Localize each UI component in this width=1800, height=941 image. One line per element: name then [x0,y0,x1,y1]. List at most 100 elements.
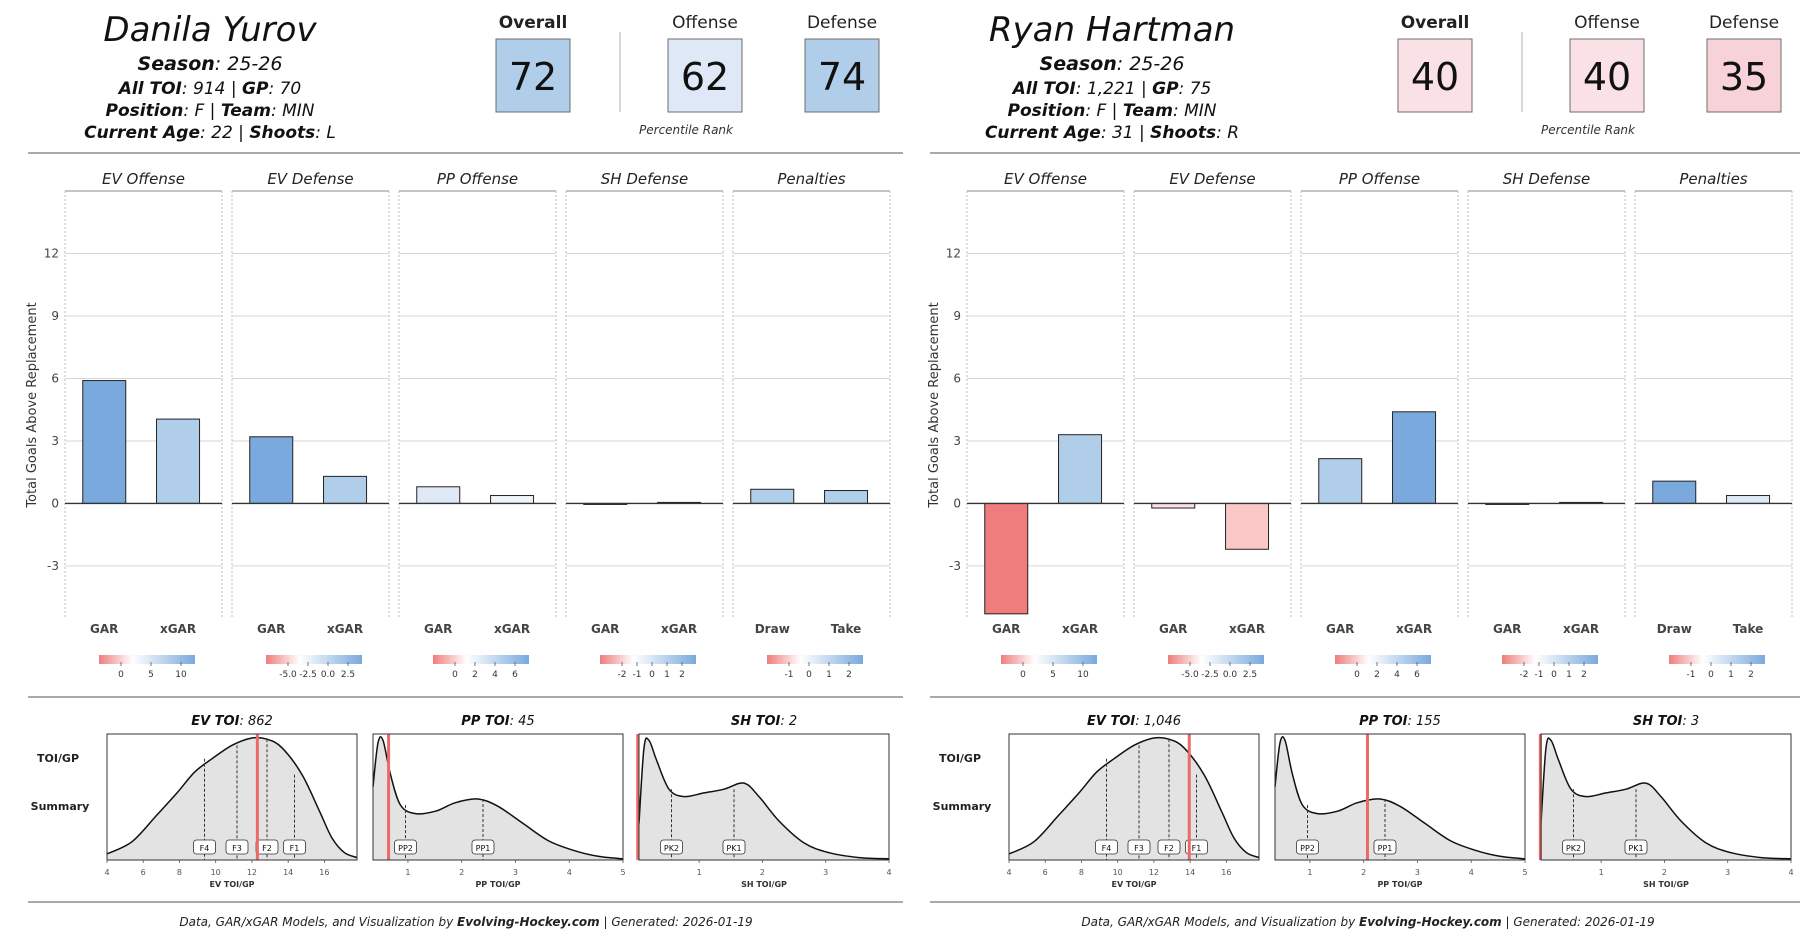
age-label: Current Age [985,123,1101,143]
legend-tick-label: 0 [1708,670,1714,680]
color-legend-bar [1168,655,1264,664]
sep: | [204,101,221,121]
toi-title-value: 155 [1416,714,1441,729]
legend-tick-label: 0 [1354,670,1360,680]
sep: : [1682,714,1691,729]
y-tick-label: 9 [51,309,59,323]
legend-tick-label: -1 [633,670,642,680]
x-tick-label: 1 [697,868,702,877]
shoots-label: Shoots [249,123,315,143]
team-value: MIN [1184,101,1217,121]
legend-tick-label: 2.5 [1243,670,1257,680]
x-category-label: GAR [257,622,285,636]
toi-title-value: 2 [789,714,797,729]
shoots-label: Shoots [1150,123,1216,143]
legend-tick-label: -2.5 [1201,670,1219,680]
season-label: Season [138,53,215,75]
gar-panel: SH Defense GAR xGAR -2 -1 0 1 2 [565,170,724,680]
tier-marker-label: PP1 [476,844,491,853]
toi-title: PP TOI: 45 [461,714,534,729]
toi-value: 1,221 [1087,79,1136,99]
toi-title-label: EV TOI [1087,714,1135,729]
tier-marker-label: F1 [290,844,300,853]
toi-panel: EV TOI: 1,046 F4 F3 F2 F1 4 6 8 10 12 14 16 EV TOI/G… [1006,714,1260,889]
gar-panel: EV Defense GAR xGAR -5.0 -2.5 0.0 2.5 [1133,170,1292,680]
defense-rank-box [804,38,880,113]
y-axis-label: Total Goals Above Replacement [25,302,40,508]
sep: : [1101,123,1112,143]
season-line: Season: 25-26 [1040,53,1185,75]
defense-rank-box [1706,38,1782,113]
player-name: Ryan Hartman [989,10,1235,50]
y-axis-label: Total Goals Above Replacement [927,302,942,508]
tier-marker-label: PK2 [664,844,679,853]
legend-tick-label: 2 [679,670,685,680]
legend-tick-label: 0 [1551,670,1557,680]
x-tick-label: 14 [283,868,293,877]
gar-bar [1151,502,1196,509]
toi-panel: EV TOI: 862 F4 F3 F2 F1 4 6 8 10 12 14 16 EV TOI/GP [104,714,358,889]
toi-title-value: 3 [1691,714,1699,729]
toi-title: SH TOI: 2 [731,714,797,729]
tier-marker-label: F2 [1164,844,1174,853]
legend-tick-label: -2 [618,670,627,680]
tier-marker-box [193,839,216,855]
x-category-label: xGAR [1229,622,1265,636]
sep: : [1179,79,1190,99]
x-category-label: GAR [1493,622,1521,636]
tier-marker-box [225,839,249,855]
density-area [1541,738,1791,860]
toi-panel-frame [1008,733,1260,861]
toi-title-label: SH TOI [1633,714,1683,729]
toi-title-label: EV TOI [191,714,239,729]
toi-panel-frame [1540,733,1792,861]
x-category-label: xGAR [160,622,196,636]
density-line [638,737,890,860]
season-value: 25-26 [1129,53,1184,75]
tier-marker-label: PK1 [1628,844,1643,853]
tier-marker-box [1095,839,1118,855]
x-tick-label: 2 [760,868,765,877]
toi-x-axis-label: EV TOI/GP [209,880,254,889]
toi-summary: TOI/GP Summary EV TOI: 1,046 F4 F3 F2 F1 4 6 8 10 1… [933,714,1794,889]
gar-bar [323,475,368,504]
legend-tick-label: 2.5 [341,670,355,680]
toi-title: PP TOI: 155 [1359,714,1441,729]
x-tick-label: 1 [405,868,410,877]
position-line: Position: F | Team: MIN [106,101,315,121]
shoots-value: R [1227,123,1239,143]
color-legend-bar [433,655,529,664]
overall-rank-value: 72 [509,55,557,99]
toi-panel: PP TOI: 155 PP2 PP1 1 2 3 4 5 PP TOI/GP [1274,714,1528,889]
sep: : [271,101,282,121]
panel-title: PP Offense [1339,170,1420,188]
defense-rank-label: Defense [1709,13,1779,33]
legend-tick-label: 5 [148,670,154,680]
x-tick-label: 4 [886,868,891,877]
gp-label: GP [242,79,269,99]
toi-label: All TOI [1011,79,1076,99]
gp-value: 70 [280,79,302,99]
tier-marker-label: F4 [1102,844,1112,853]
sep: : [510,714,519,729]
tier-marker-label: PP2 [398,844,413,853]
x-category-label: GAR [90,622,118,636]
toi-x-axis-label: PP TOI/GP [1377,880,1422,889]
density-area [373,736,623,860]
tier-marker-box [1157,839,1181,855]
color-legend-bar [266,655,362,664]
panel-title: Penalties [1679,170,1747,188]
toi-row-label: Summary [31,800,90,813]
percentile-caption: Percentile Rank [639,123,734,137]
sep: | [1134,123,1151,143]
density-line [106,736,358,859]
gar-panel: Penalties Draw Take -1 0 1 2 [1634,170,1793,680]
panel-title: SH Defense [601,170,688,188]
gar-panel: Penalties Draw Take -1 0 1 2 [732,170,891,680]
x-category-label: Draw [1657,622,1692,636]
defense-rank-value: 35 [1720,55,1768,99]
toi-title-label: PP TOI [1359,714,1408,729]
x-tick-label: 10 [211,868,221,877]
sep: | [225,79,242,99]
